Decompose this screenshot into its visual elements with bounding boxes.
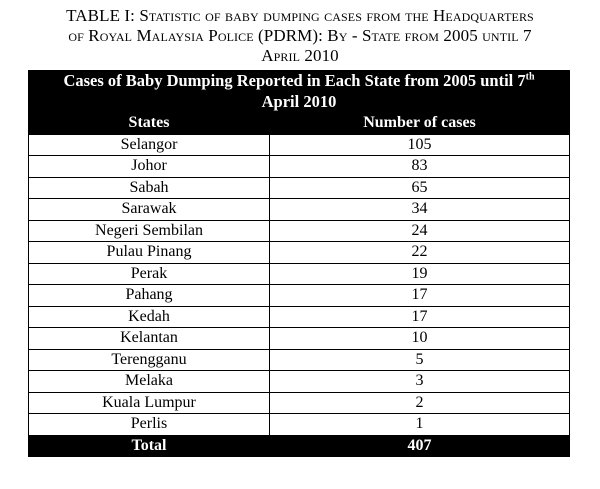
table-row: Kuala Lumpur 2 [28, 391, 570, 414]
state-cell: Johor [28, 155, 270, 178]
state-cell: Pulau Pinang [28, 241, 270, 264]
column-header-states: States [28, 112, 270, 135]
caption-line-1: TABLE I: Statistic of baby dumping cases… [66, 6, 534, 25]
cases-cell: 2 [269, 391, 570, 414]
table-row: Perak 19 [28, 262, 570, 285]
caption-line-3: April 2010 [261, 46, 339, 65]
cases-cell: 22 [269, 241, 570, 264]
table-row: Pulau Pinang 22 [28, 241, 570, 264]
table-caption: TABLE I: Statistic of baby dumping cases… [0, 6, 600, 66]
table-row: Sabah 65 [28, 176, 570, 199]
column-header-number-of-cases: Number of cases [269, 112, 570, 135]
table-title-main: Cases of Baby Dumping Reported in Each S… [63, 71, 526, 90]
state-cell: Kelantan [28, 327, 270, 350]
cases-cell: 65 [269, 176, 570, 199]
state-cell: Negeri Sembilan [28, 219, 270, 242]
state-cell: Terengganu [28, 348, 270, 371]
cases-cell: 17 [269, 305, 570, 328]
total-value: 407 [269, 434, 570, 457]
state-cell: Pahang [28, 284, 270, 307]
total-row: Total 407 [28, 434, 570, 457]
cases-cell: 1 [269, 413, 570, 436]
state-cell: Kedah [28, 305, 270, 328]
table-row: Terengganu 5 [28, 348, 570, 371]
table-title-row: Cases of Baby Dumping Reported in Each S… [28, 70, 570, 113]
cases-cell: 5 [269, 348, 570, 371]
cases-cell: 10 [269, 327, 570, 350]
state-cell: Sarawak [28, 198, 270, 221]
table-row: Kelantan 10 [28, 327, 570, 350]
state-cell: Sabah [28, 176, 270, 199]
table-row: Negeri Sembilan 24 [28, 219, 570, 242]
table-title-line-2: April 2010 [261, 91, 337, 111]
cases-cell: 83 [269, 155, 570, 178]
table-title-superscript: th [525, 71, 535, 83]
baby-dumping-table: Cases of Baby Dumping Reported in Each S… [28, 70, 570, 457]
state-cell: Perak [28, 262, 270, 285]
table-row: Kedah 17 [28, 305, 570, 328]
table-row: Perlis 1 [28, 413, 570, 436]
column-header-row: States Number of cases [28, 112, 570, 135]
cases-cell: 24 [269, 219, 570, 242]
state-cell: Melaka [28, 370, 270, 393]
table-row: Pahang 17 [28, 284, 570, 307]
state-cell: Kuala Lumpur [28, 391, 270, 414]
state-cell: Perlis [28, 413, 270, 436]
caption-line-2: of Royal Malaysia Police (PDRM): By - St… [68, 26, 532, 45]
cases-cell: 17 [269, 284, 570, 307]
table-row: Melaka 3 [28, 370, 570, 393]
cases-cell: 105 [269, 133, 570, 156]
cases-cell: 34 [269, 198, 570, 221]
total-label: Total [28, 434, 270, 457]
baby-dumping-table-container: Cases of Baby Dumping Reported in Each S… [28, 70, 570, 457]
table-title: Cases of Baby Dumping Reported in Each S… [28, 70, 570, 113]
table-row: Johor 83 [28, 155, 570, 178]
cases-cell: 19 [269, 262, 570, 285]
cases-cell: 3 [269, 370, 570, 393]
table-row: Selangor 105 [28, 133, 570, 156]
table-row: Sarawak 34 [28, 198, 570, 221]
table-body: Selangor 105 Johor 83 Sabah 65 Sarawak 34 Negeri… [28, 133, 570, 436]
state-cell: Selangor [28, 133, 270, 156]
